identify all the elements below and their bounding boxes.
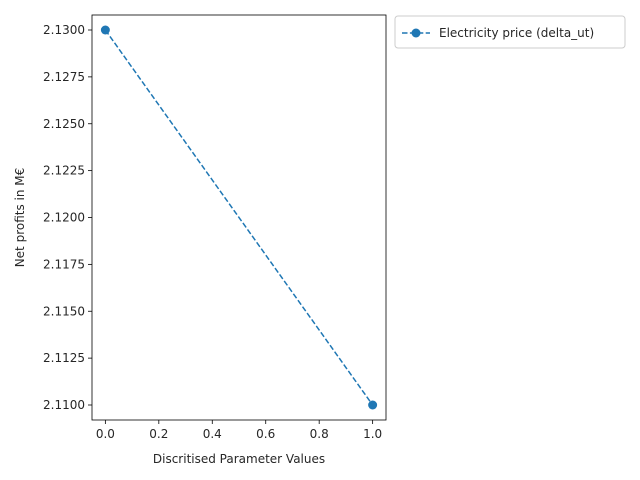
series-line: [104, 29, 374, 406]
legend-series-marker: [411, 28, 421, 38]
data-point: [100, 25, 110, 35]
x-tick-label: 0.4: [203, 427, 222, 441]
y-tick-label: 2.1150: [43, 304, 85, 318]
x-tick-label: 0.6: [256, 427, 275, 441]
y-tick-label: 2.1300: [43, 23, 85, 37]
y-tick-label: 2.1200: [43, 211, 85, 225]
x-axis-label: Discritised Parameter Values: [153, 452, 325, 466]
y-axis-ticks: 2.1100 2.1125 2.1150 2.1175 2.1200 2.1225 2.12…: [43, 23, 92, 412]
y-tick-label: 2.1275: [43, 70, 85, 84]
y-tick-label: 2.1100: [43, 398, 85, 412]
y-tick-label: 2.1125: [43, 351, 85, 365]
series-layer: [100, 25, 378, 410]
x-tick-label: 0.8: [310, 427, 329, 441]
x-tick-label: 1.0: [363, 427, 382, 441]
y-tick-label: 2.1175: [43, 257, 85, 271]
legend-series-label: Electricity price (delta_ut): [439, 26, 594, 40]
y-axis-label: Net profits in M€: [13, 168, 27, 268]
x-tick-label: 0.2: [149, 427, 168, 441]
y-tick-label: 2.1250: [43, 117, 85, 131]
data-point: [368, 400, 378, 410]
y-tick-label: 2.1225: [43, 164, 85, 178]
legend-box: [394, 15, 626, 49]
x-axis-ticks: 0.0 0.2 0.4 0.6 0.8 1.0: [96, 420, 382, 441]
legend: Electricity price (delta_ut): [394, 15, 626, 49]
x-tick-label: 0.0: [96, 427, 115, 441]
